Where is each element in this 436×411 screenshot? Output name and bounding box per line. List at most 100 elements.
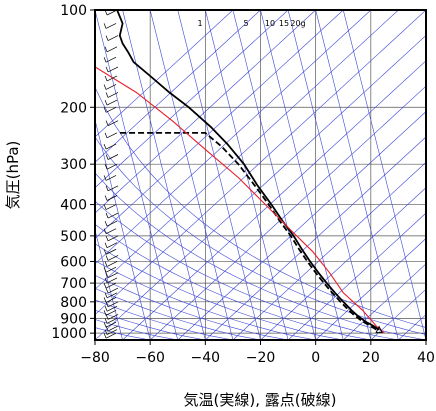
wind-barb [107,314,119,320]
wind-barb-flag [104,306,108,312]
adiabat-line [95,260,316,340]
wind-barb-flag [103,175,107,181]
wind-barb-flag [104,99,108,106]
wind-barb-flag [103,107,107,113]
mixing-ratio-line [315,10,399,340]
surface-marker [375,325,383,334]
wind-barb [107,185,119,192]
wind-barb-flag [104,164,108,170]
y-tick-label: 700 [60,276,87,292]
wind-barb [106,329,118,335]
wind-barb [105,332,117,339]
x-tick-label: −80 [80,350,110,366]
wind-barb [105,282,117,289]
isotherm-line [315,238,426,340]
wind-barb [105,84,117,90]
y-tick-label: 400 [60,198,87,214]
adiabat-line [95,274,289,340]
adiabat-line [95,223,371,340]
adiabat-line [95,287,261,340]
wind-barb-flag [105,185,109,191]
wind-barb-flag [104,329,108,335]
wind-barb-flag [103,143,107,150]
wind-barb-flag [105,66,109,73]
mixing-ratio-labels: 1 5 10 15 20g [197,19,305,28]
wind-barb [107,301,119,308]
wind-barb-flag [105,287,109,294]
isotherm-line [425,339,426,340]
series-line-2 [95,66,385,334]
wind-barb-flag [104,261,108,267]
mixing-ratio-line [149,10,234,340]
adiabat-line [95,136,426,335]
adiabat-line [95,309,206,340]
isotherm-line [95,10,344,239]
wind-barb [106,277,118,284]
isotherm-line [95,10,234,138]
adiabat-line [95,86,426,328]
wind-barb-flag [104,195,108,201]
isopleth-layer [95,10,426,340]
wind-barb [106,75,118,82]
x-tick-label: 40 [417,350,435,366]
y-tick-label: 100 [60,3,87,19]
wind-barb-flag [105,235,109,242]
y-axis-title: 気圧(hPa) [4,141,22,210]
wind-barb-flag [104,277,108,284]
wind-barb [106,220,118,227]
wind-barb [107,272,119,279]
wind-barb-flag [103,297,107,303]
grid-layer [95,10,426,340]
mixing-ratio-line [287,10,372,340]
wind-barb-flag [105,272,109,278]
wind-barb-flag [103,310,107,316]
wind-barb-flag [103,267,107,273]
series-line-1 [119,132,377,331]
x-tick-label: −40 [191,350,221,366]
wind-barb-flag [105,301,109,307]
y-tick-label: 800 [60,295,87,311]
x-tick-label: −60 [135,350,165,366]
mixing-ratio-line [95,118,151,340]
y-tick-label: 600 [60,254,87,270]
isotherm-line [398,314,426,340]
wind-barb [105,106,117,113]
mixing-ratio-line [232,10,316,340]
wind-barb-flag [103,57,107,63]
wind-barb [105,175,117,181]
x-axis-title: 気温(実線), 露点(破線) [184,391,337,409]
wind-barb-flag [105,255,109,261]
wind-barb [106,163,118,170]
x-axis: −80 −60 −40 −20 0 20 40 [80,340,435,366]
wind-barb [105,248,117,255]
wind-barb-flag [104,46,108,52]
adiabat-line [95,243,344,340]
wind-barb-flag [103,204,107,210]
y-tick-label: 300 [60,157,87,173]
wind-barb [106,132,118,139]
mixing-ratio-label: 20g [290,19,305,28]
isotherm-line [122,60,426,340]
wind-barb [107,287,119,294]
wind-barb [106,195,118,201]
wind-barb-flag [105,35,109,41]
adiabat-line [95,172,426,340]
wind-barb-flag [105,212,109,219]
wind-barb-layer [103,10,119,339]
wind-barb-flag [105,120,109,126]
isotherm-line [95,10,261,163]
wind-barb-flag [103,333,107,339]
wind-barb [107,235,119,242]
y-tick-label: 900 [60,311,87,327]
wind-barb-flag [103,282,107,289]
mixing-ratio-line [95,10,179,340]
isotherm-line [287,212,426,340]
wind-barb-flag [103,23,107,29]
x-tick-label: 20 [362,350,380,366]
wind-barb [106,318,118,324]
isotherm-line [95,10,289,189]
wind-barb-flag [104,75,108,82]
y-tick-label: 1000 [51,326,87,342]
wind-barb [105,321,117,328]
